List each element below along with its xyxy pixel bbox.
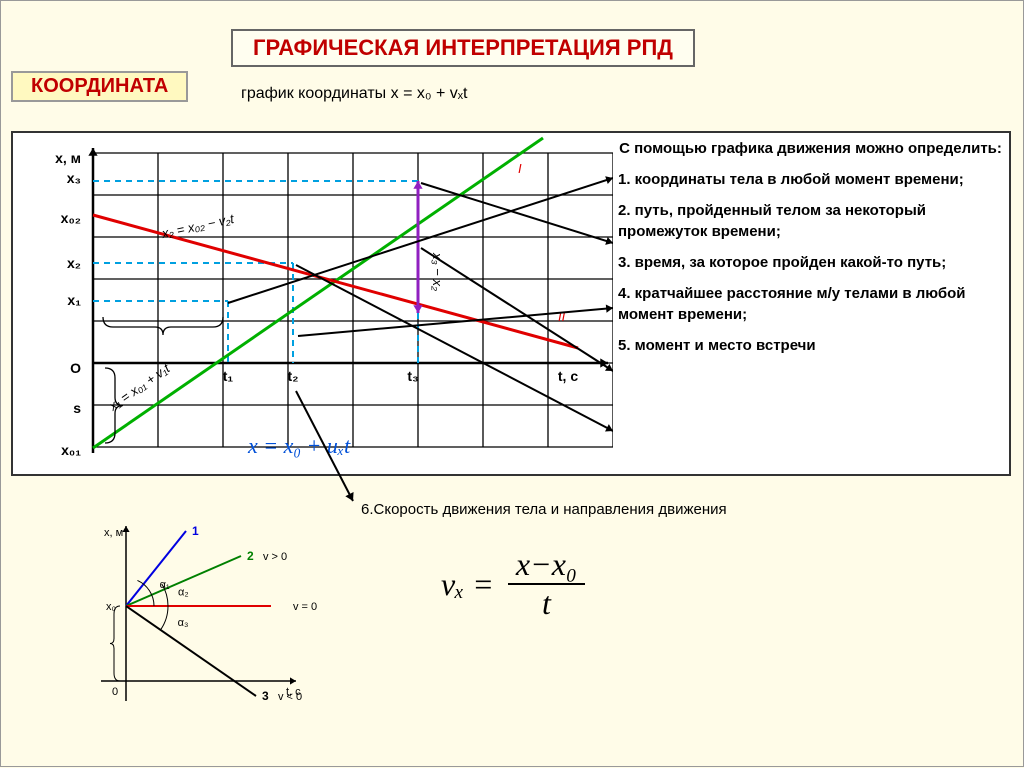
svg-text:x₀₂: x₀₂ xyxy=(61,210,81,226)
subtitle: КООРДИНАТА xyxy=(11,71,188,102)
right-item-1: 1. координаты тела в любой момент времен… xyxy=(618,169,1003,190)
svg-text:0: 0 xyxy=(112,686,118,698)
svg-text:v > 0: v > 0 xyxy=(263,551,287,563)
svg-text:x₁: x₁ xyxy=(67,292,81,308)
main-title: ГРАФИЧЕСКАЯ ИНТЕРПРЕТАЦИЯ РПД xyxy=(231,29,695,67)
svg-text:x, м: x, м xyxy=(55,150,81,166)
svg-text:s: s xyxy=(73,400,81,416)
formula-lhs: vₓ = xyxy=(441,566,494,603)
svg-text:3: 3 xyxy=(262,689,269,703)
svg-text:t₂: t₂ xyxy=(288,368,299,384)
svg-text:v < 0: v < 0 xyxy=(278,691,302,703)
svg-text:O: O xyxy=(70,360,81,376)
item-6: 6.Скорость движения тела и направления д… xyxy=(361,501,727,518)
right-text-block: С помощью графика движения можно определ… xyxy=(618,138,1003,366)
right-item-2: 2. путь, пройденный телом за некоторый п… xyxy=(618,200,1003,242)
svg-text:II: II xyxy=(558,309,566,324)
svg-text:x, м: x, м xyxy=(104,527,123,539)
svg-text:α₂: α₂ xyxy=(178,586,189,598)
svg-text:1: 1 xyxy=(192,524,199,538)
velocity-formula: vₓ = x−x₀ t xyxy=(441,546,585,622)
svg-text:t₁: t₁ xyxy=(223,368,234,384)
main-chart: x, мx₃x₀₂x₂x₁Osx₀₁t₁t₂t₃t, cx₂ = x₀₂ − v… xyxy=(13,133,613,478)
main-equation: x = x₀ + uₓt xyxy=(248,433,350,459)
svg-text:2: 2 xyxy=(247,549,254,563)
formula-den: t xyxy=(508,585,585,622)
main-chart-panel: x, мx₃x₀₂x₂x₁Osx₀₁t₁t₂t₃t, cx₂ = x₀₂ − v… xyxy=(11,131,1011,476)
svg-text:v = 0: v = 0 xyxy=(293,601,317,613)
right-item-3: 3. время, за которое пройден какой-то пу… xyxy=(618,252,1003,273)
svg-text:x₀₁: x₀₁ xyxy=(61,442,81,458)
right-item-5: 5. момент и место встречи xyxy=(618,335,1003,356)
top-formula: график координаты x = x₀ + vₓt xyxy=(241,85,467,103)
svg-text:x₃: x₃ xyxy=(67,170,81,186)
right-item-4: 4. кратчайшее расстояние м/у телами в лю… xyxy=(618,283,1003,325)
svg-text:α₃: α₃ xyxy=(178,617,189,629)
svg-text:t, c: t, c xyxy=(558,368,578,384)
small-chart: x, мt, cx₀012v > 0v = 03v < 0α₁α₂α₃ xyxy=(71,521,321,711)
formula-num: x−x₀ xyxy=(508,546,585,585)
svg-text:x₂: x₂ xyxy=(67,255,81,271)
right-intro: С помощью графика движения можно определ… xyxy=(618,138,1003,159)
svg-text:I: I xyxy=(518,161,522,176)
svg-text:t₃: t₃ xyxy=(407,368,418,384)
